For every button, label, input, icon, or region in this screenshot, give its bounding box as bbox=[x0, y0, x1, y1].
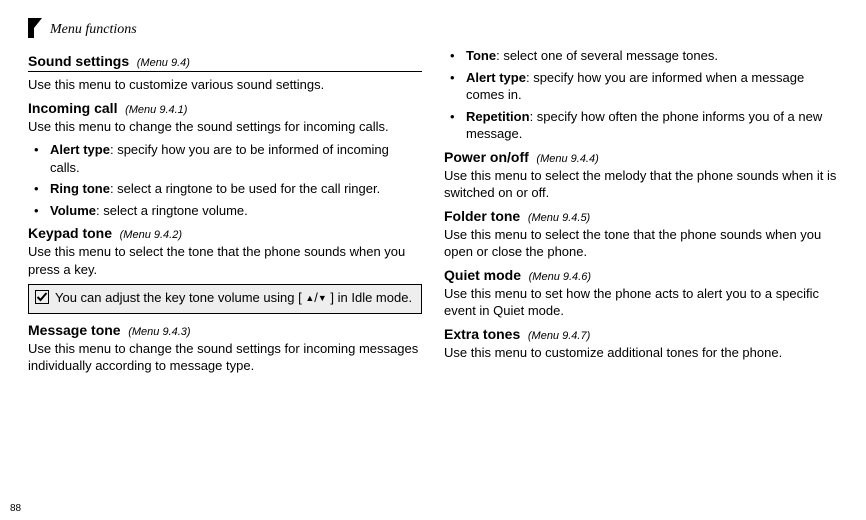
page-title: Menu functions bbox=[50, 22, 137, 38]
note-post: ] in Idle mode. bbox=[330, 290, 412, 305]
menu-ref: (Menu 9.4.5) bbox=[528, 212, 590, 224]
section-title: Folder tone bbox=[444, 208, 520, 224]
term: Alert type bbox=[466, 70, 526, 85]
menu-ref: (Menu 9.4.3) bbox=[128, 326, 190, 338]
menu-ref: (Menu 9.4.1) bbox=[125, 104, 187, 116]
note-text: You can adjust the key tone volume using… bbox=[55, 289, 412, 307]
left-column: Sound settings (Menu 9.4) Use this menu … bbox=[28, 47, 422, 381]
bullet-list: Alert type: specify how you are to be in… bbox=[28, 141, 422, 219]
term: Tone bbox=[466, 48, 496, 63]
term: Ring tone bbox=[50, 181, 110, 196]
check-icon bbox=[35, 290, 49, 309]
menu-ref: (Menu 9.4.4) bbox=[536, 153, 598, 165]
section-folder-tone: Folder tone (Menu 9.4.5) bbox=[444, 208, 838, 224]
term-text: : select one of several message tones. bbox=[496, 48, 718, 63]
section-title: Sound settings bbox=[28, 53, 129, 69]
section-intro: Use this menu to change the sound settin… bbox=[28, 118, 422, 136]
term: Repetition bbox=[466, 109, 530, 124]
menu-ref: (Menu 9.4.6) bbox=[529, 271, 591, 283]
list-item: Repetition: specify how often the phone … bbox=[444, 108, 838, 143]
header-mark-icon bbox=[28, 18, 42, 41]
section-extra-tones: Extra tones (Menu 9.4.7) bbox=[444, 326, 838, 342]
section-keypad-tone: Keypad tone (Menu 9.4.2) bbox=[28, 225, 422, 241]
term-text: : select a ringtone to be used for the c… bbox=[110, 181, 380, 196]
page-header: Menu functions bbox=[28, 18, 838, 41]
section-intro: Use this menu to customize additional to… bbox=[444, 344, 838, 362]
section-intro: Use this menu to select the tone that th… bbox=[28, 243, 422, 278]
note-pre: You can adjust the key tone volume using… bbox=[55, 290, 302, 305]
term-text: : select a ringtone volume. bbox=[96, 203, 248, 218]
menu-ref: (Menu 9.4) bbox=[137, 57, 190, 69]
page-number: 88 bbox=[10, 503, 21, 514]
list-item: Ring tone: select a ringtone to be used … bbox=[28, 180, 422, 198]
section-sound-settings: Sound settings (Menu 9.4) bbox=[28, 53, 422, 72]
section-intro: Use this menu to change the sound settin… bbox=[28, 340, 422, 375]
section-title: Extra tones bbox=[444, 326, 520, 342]
list-item: Alert type: specify how you are to be in… bbox=[28, 141, 422, 176]
list-item: Tone: select one of several message tone… bbox=[444, 47, 838, 65]
section-title: Message tone bbox=[28, 322, 121, 338]
section-intro: Use this menu to customize various sound… bbox=[28, 76, 422, 94]
section-intro: Use this menu to select the tone that th… bbox=[444, 226, 838, 261]
bullet-list: Tone: select one of several message tone… bbox=[444, 47, 838, 143]
section-quiet-mode: Quiet mode (Menu 9.4.6) bbox=[444, 267, 838, 283]
menu-ref: (Menu 9.4.7) bbox=[528, 330, 590, 342]
section-title: Incoming call bbox=[28, 100, 117, 116]
term: Volume bbox=[50, 203, 96, 218]
term: Alert type bbox=[50, 142, 110, 157]
section-intro: Use this menu to set how the phone acts … bbox=[444, 285, 838, 320]
section-title: Quiet mode bbox=[444, 267, 521, 283]
content-columns: Sound settings (Menu 9.4) Use this menu … bbox=[28, 47, 838, 381]
section-title: Power on/off bbox=[444, 149, 529, 165]
list-item: Alert type: specify how you are informed… bbox=[444, 69, 838, 104]
section-intro: Use this menu to select the melody that … bbox=[444, 167, 838, 202]
section-power-onoff: Power on/off (Menu 9.4.4) bbox=[444, 149, 838, 165]
up-arrow-icon: ▲ bbox=[305, 292, 314, 304]
menu-ref: (Menu 9.4.2) bbox=[120, 229, 182, 241]
section-message-tone: Message tone (Menu 9.4.3) bbox=[28, 322, 422, 338]
list-item: Volume: select a ringtone volume. bbox=[28, 202, 422, 220]
down-arrow-icon: ▼ bbox=[318, 292, 327, 304]
note-box: You can adjust the key tone volume using… bbox=[28, 284, 422, 314]
section-incoming-call: Incoming call (Menu 9.4.1) bbox=[28, 100, 422, 116]
section-title: Keypad tone bbox=[28, 225, 112, 241]
right-column: Tone: select one of several message tone… bbox=[444, 47, 838, 381]
